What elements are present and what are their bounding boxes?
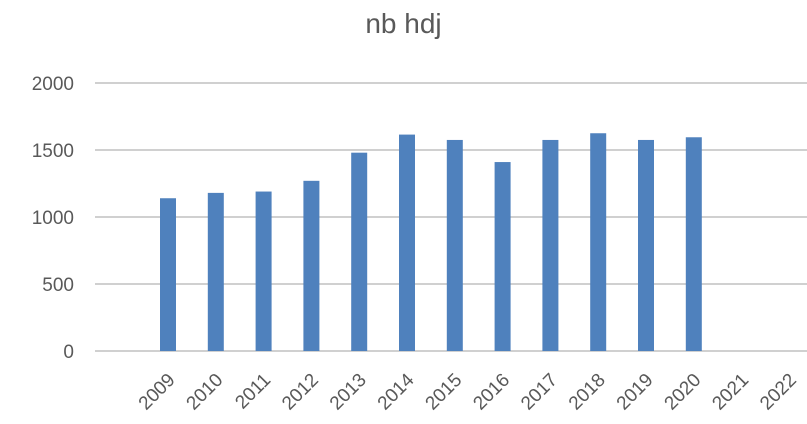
- x-tick-label: 2018: [565, 370, 610, 415]
- bar: [685, 137, 702, 351]
- x-tick-label: 2017: [517, 370, 562, 415]
- bar: [590, 133, 607, 351]
- y-tick-label: 2000: [32, 74, 74, 95]
- x-tick-label: 2013: [326, 370, 371, 415]
- x-tick-label: 2011: [231, 370, 275, 414]
- bar: [399, 134, 415, 351]
- bar: [351, 152, 368, 351]
- bar: [207, 192, 224, 351]
- y-tick-label: 0: [63, 342, 74, 363]
- x-tick-label: 2019: [613, 370, 658, 415]
- bar: [638, 139, 654, 351]
- y-tick-label: 1500: [32, 141, 74, 162]
- x-tick-label: 2012: [278, 370, 323, 415]
- bar: [446, 139, 463, 351]
- bar: [160, 198, 176, 351]
- x-tick-label: 2021: [708, 370, 753, 415]
- x-tick-label: 2010: [183, 370, 228, 415]
- chart-title: nb hdj: [365, 8, 442, 39]
- bar: [542, 139, 559, 351]
- x-tick-label: 2016: [469, 370, 514, 415]
- x-tick-label: 2009: [135, 370, 180, 415]
- bar: [303, 180, 320, 351]
- bar: [255, 191, 272, 351]
- bar: [494, 162, 511, 351]
- y-tick-label: 500: [42, 275, 74, 296]
- y-tick-label: 1000: [32, 208, 74, 229]
- x-tick-label: 2020: [661, 370, 706, 415]
- x-tick-label: 2014: [374, 369, 419, 414]
- x-tick-label: 2015: [422, 370, 467, 415]
- x-tick-label: 2022: [756, 370, 801, 415]
